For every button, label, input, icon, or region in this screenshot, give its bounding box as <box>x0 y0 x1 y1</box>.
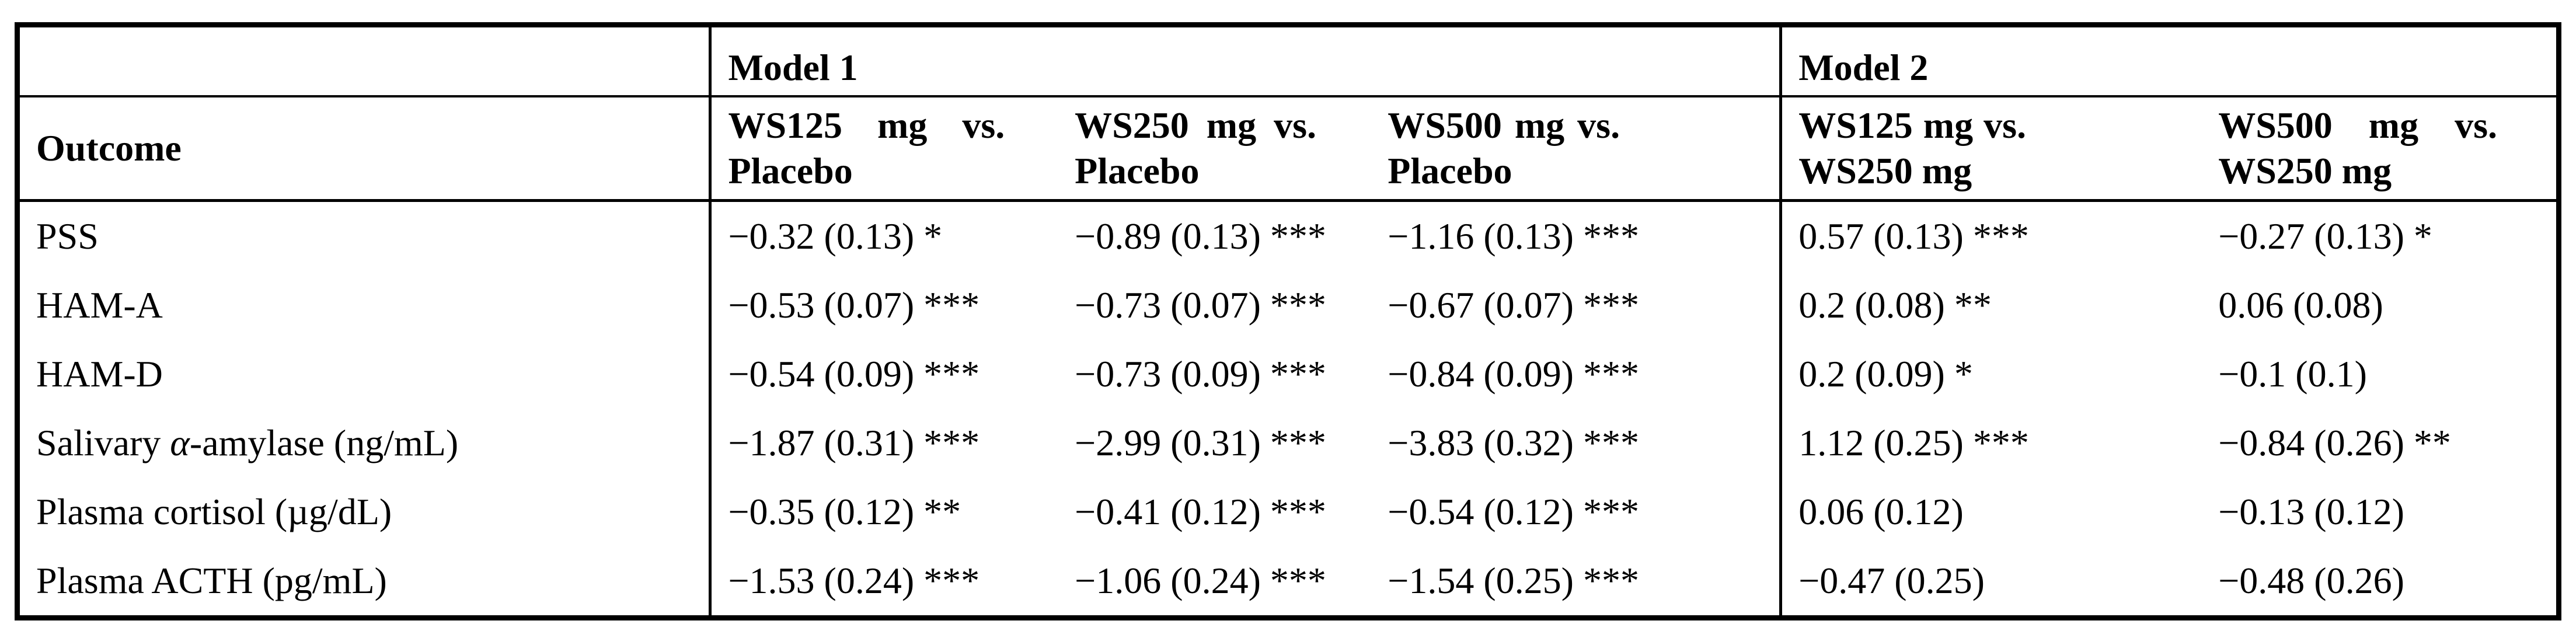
value-cell: 0.2 (0.09) * <box>1798 353 1973 395</box>
col-header-line1: WS250 mg vs. <box>1075 104 1316 146</box>
value-cell: −0.53 (0.07) *** <box>728 284 980 326</box>
results-table: Model 1 Model 2 Outcome WS125 mg vs. Pla… <box>15 22 2561 620</box>
col-header-line2: Placebo <box>1388 150 1512 191</box>
row-label-part: -amylase (ng/mL) <box>189 421 459 463</box>
data-row-plasma-cortisol: Plasma cortisol (µg/dL) −0.35 (0.12) ** … <box>17 477 2559 546</box>
alpha-symbol: α <box>161 421 190 463</box>
model1-header-cell: Model 1 <box>710 25 1783 97</box>
data-row-pss: PSS −0.32 (0.13) * −0.89 (0.13) *** −1.1… <box>17 200 2559 271</box>
row-label-cell: HAM-A <box>17 271 712 340</box>
row-label-cell: Salivary α-amylase (ng/mL) <box>17 409 712 477</box>
value-cell: −0.89 (0.13) *** <box>1075 215 1326 257</box>
row-label-cell: PSS <box>17 200 712 271</box>
value-cell: −0.27 (0.13) * <box>2218 215 2432 257</box>
col-header-ws250-vs-placebo: WS250 mg vs. Placebo <box>1058 96 1372 202</box>
row-label-part: Salivary <box>36 421 161 463</box>
col-header-ws125-vs-placebo: WS125 mg vs. Placebo <box>710 96 1059 202</box>
value-cell: −0.84 (0.26) ** <box>2218 421 2451 463</box>
model2-header-cell: Model 2 <box>1780 25 2559 97</box>
value-cell: −0.67 (0.07) *** <box>1371 271 1783 340</box>
value-cell: −0.47 (0.25) <box>1798 559 1985 601</box>
col-header-line2: Placebo <box>1075 150 1200 191</box>
value-cell: −0.48 (0.26) <box>2218 559 2404 601</box>
header-row-columns: Outcome WS125 mg vs. Placebo WS250 mg vs… <box>17 96 2559 202</box>
row-label-cell: Plasma cortisol (µg/dL) <box>17 477 712 546</box>
value-cell: −0.13 (0.12) <box>2218 490 2404 532</box>
value-cell: 1.12 (0.25) *** <box>1798 421 2029 463</box>
value-cell: −0.32 (0.13) * <box>728 215 943 257</box>
value-cell: 0.2 (0.08) ** <box>1798 284 1992 326</box>
value-cell: −0.73 (0.07) *** <box>1075 284 1326 326</box>
value-cell: −0.84 (0.09) *** <box>1371 340 1783 409</box>
col-header-line1: WS500 mg vs. <box>1388 104 1620 146</box>
value-cell: −1.16 (0.13) *** <box>1371 200 1783 271</box>
value-cell: −1.87 (0.31) *** <box>728 421 980 463</box>
value-cell: −0.73 (0.09) *** <box>1075 353 1326 395</box>
col-header-line1: WS500 mg vs. <box>2218 104 2497 146</box>
value-cell: −3.83 (0.32) *** <box>1371 409 1783 477</box>
value-cell: −0.41 (0.12) *** <box>1075 490 1326 532</box>
col-header-ws500-vs-ws250: WS500 mg vs. WS250 mg <box>2202 96 2559 202</box>
col-header-ws125-vs-ws250: WS125 mg vs. WS250 mg <box>1780 96 2202 202</box>
data-row-salivary-amylase: Salivary α-amylase (ng/mL) −1.87 (0.31) … <box>17 409 2559 477</box>
value-cell: 0.06 (0.12) <box>1798 490 1964 532</box>
col-header-line2: Placebo <box>728 150 853 191</box>
value-cell: −1.54 (0.25) *** <box>1371 546 1783 618</box>
empty-corner-cell <box>17 25 712 97</box>
data-row-ham-a: HAM-A −0.53 (0.07) *** −0.73 (0.07) *** … <box>17 271 2559 340</box>
col-header-line2: WS250 mg <box>1798 150 1972 191</box>
value-cell: 0.57 (0.13) *** <box>1798 215 2029 257</box>
col-header-ws500-vs-placebo: WS500 mg vs. Placebo <box>1371 96 1783 202</box>
value-cell: −1.53 (0.24) *** <box>728 559 980 601</box>
row-label-cell: Plasma ACTH (pg/mL) <box>17 546 712 618</box>
col-header-line2: WS250 mg <box>2218 150 2392 191</box>
data-row-plasma-acth: Plasma ACTH (pg/mL) −1.53 (0.24) *** −1.… <box>17 546 2559 618</box>
value-cell: −1.06 (0.24) *** <box>1075 559 1326 601</box>
outcome-header-cell: Outcome <box>17 96 712 202</box>
row-label-cell: HAM-D <box>17 340 712 409</box>
header-row-models: Model 1 Model 2 <box>17 25 2559 97</box>
data-row-ham-d: HAM-D −0.54 (0.09) *** −0.73 (0.09) *** … <box>17 340 2559 409</box>
col-header-line1: WS125 mg vs. <box>728 104 1005 146</box>
value-cell: 0.06 (0.08) <box>2218 284 2383 326</box>
value-cell: −0.35 (0.12) ** <box>728 490 961 532</box>
value-cell: −0.54 (0.09) *** <box>728 353 980 395</box>
col-header-line1: WS125 mg vs. <box>1798 104 2027 146</box>
value-cell: −0.54 (0.12) *** <box>1371 477 1783 546</box>
value-cell: −0.1 (0.1) <box>2218 353 2367 395</box>
value-cell: −2.99 (0.31) *** <box>1075 421 1326 463</box>
